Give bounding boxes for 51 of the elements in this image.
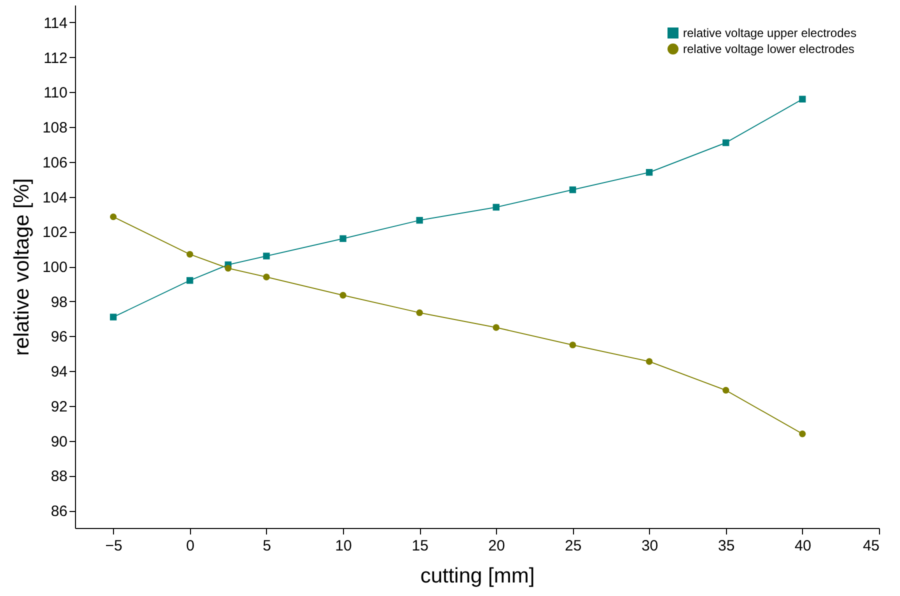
x-tick-label: 40 (794, 538, 812, 554)
point (110, 314, 117, 320)
y-tick-label: 110 (44, 84, 68, 102)
point (110, 213, 117, 220)
point (799, 430, 806, 438)
x-tick-label: 45 (862, 538, 880, 554)
y-tick-label: 98 (50, 294, 68, 311)
point (569, 342, 576, 348)
y-tick-label: 100 (42, 259, 68, 276)
y-tick-label: 102 (42, 224, 68, 242)
point (492, 204, 500, 211)
point (646, 169, 653, 176)
point (722, 386, 730, 394)
point (263, 274, 270, 280)
y-tick-label: 114 (44, 14, 68, 32)
point (340, 292, 346, 299)
point (646, 358, 653, 365)
x-tick-label: 30 (641, 538, 658, 554)
x-tick-label: 10 (335, 538, 352, 554)
point (569, 186, 576, 194)
y-tick-label: 106 (42, 154, 68, 172)
x-tick-label: 20 (488, 538, 505, 554)
x-tick-label: 5 (262, 538, 272, 554)
x-tick-label: 25 (564, 538, 582, 554)
point (340, 235, 346, 242)
y-tick-label: 90 (50, 433, 68, 450)
point (722, 139, 730, 146)
x-tick-label: 35 (718, 538, 735, 554)
y-tick-label: 92 (50, 398, 68, 416)
y-tick-label: 88 (50, 468, 68, 486)
y-tick-label: 94 (50, 364, 68, 381)
y-axis-title: relative voltage [%] (10, 178, 34, 356)
point (416, 216, 423, 224)
point (224, 264, 232, 272)
point (799, 96, 806, 102)
x-tick-label: −5 (105, 538, 122, 554)
point (416, 309, 423, 316)
point (263, 252, 270, 260)
y-tick-label: 108 (42, 120, 68, 137)
point (492, 324, 500, 331)
x-axis-title: cutting [mm] (420, 564, 535, 588)
y-tick-label: 96 (50, 328, 68, 346)
point (186, 250, 194, 258)
x-tick-label: 15 (412, 538, 428, 554)
y-tick-label: 104 (42, 189, 68, 206)
legend-label: relative voltage lower electrodes (683, 42, 854, 56)
y-tick-label: 86 (50, 503, 68, 520)
point (186, 277, 194, 284)
y-tick-label: 112 (44, 50, 68, 67)
legend-label: relative voltage upper electrodes (683, 26, 856, 40)
x-tick-label: 0 (186, 538, 195, 554)
